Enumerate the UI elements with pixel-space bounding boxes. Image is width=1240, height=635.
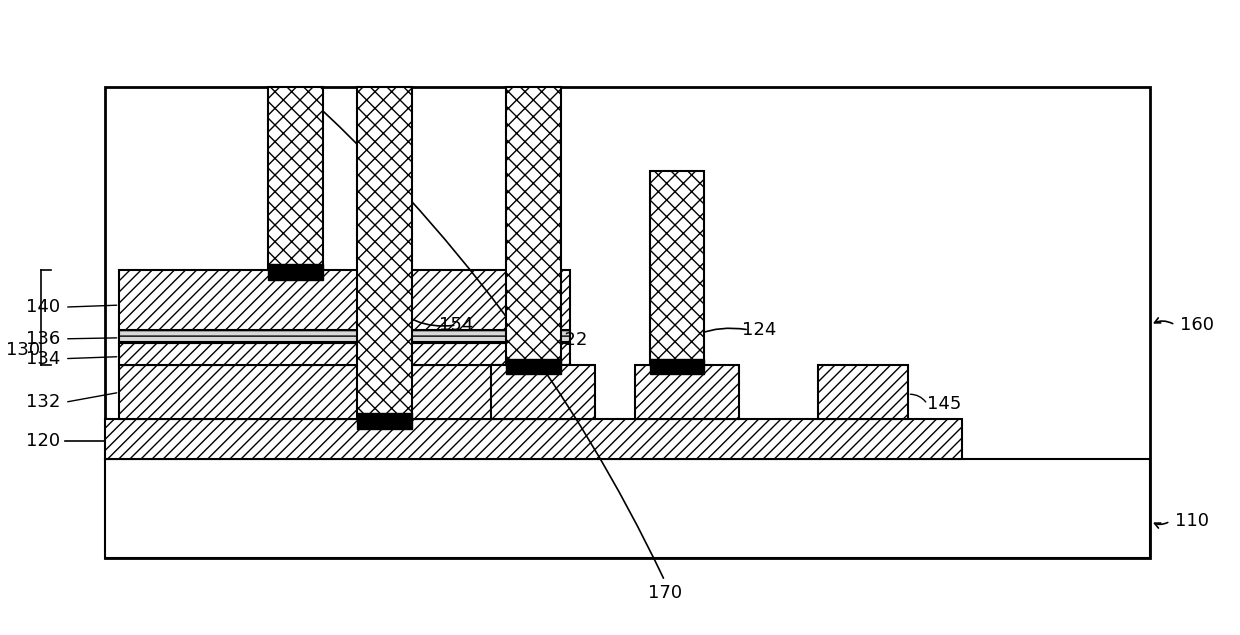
- Bar: [268, 87, 322, 271]
- Bar: [119, 343, 570, 364]
- Bar: [268, 264, 322, 280]
- Text: 170: 170: [647, 584, 682, 601]
- Bar: [119, 364, 570, 419]
- Bar: [818, 364, 908, 419]
- Bar: [357, 413, 412, 429]
- Bar: [104, 87, 1151, 558]
- Bar: [119, 330, 570, 343]
- Bar: [635, 364, 739, 419]
- Text: 122: 122: [553, 331, 588, 349]
- Bar: [491, 364, 595, 419]
- Text: 132: 132: [26, 393, 60, 411]
- Bar: [104, 458, 1151, 558]
- Text: 160: 160: [1180, 316, 1214, 334]
- Text: 130: 130: [6, 341, 41, 359]
- Text: 154: 154: [439, 316, 474, 334]
- Text: 124: 124: [742, 321, 776, 339]
- Text: 134: 134: [26, 350, 60, 368]
- Text: 140: 140: [26, 298, 60, 316]
- Text: 110: 110: [1176, 512, 1209, 530]
- Bar: [506, 359, 560, 375]
- Bar: [506, 87, 560, 364]
- Text: 145: 145: [928, 395, 962, 413]
- Bar: [357, 87, 412, 419]
- Bar: [119, 271, 570, 330]
- Bar: [650, 171, 704, 364]
- Text: 120: 120: [26, 432, 60, 450]
- Bar: [104, 419, 962, 458]
- Text: 136: 136: [26, 330, 60, 348]
- Bar: [650, 359, 704, 375]
